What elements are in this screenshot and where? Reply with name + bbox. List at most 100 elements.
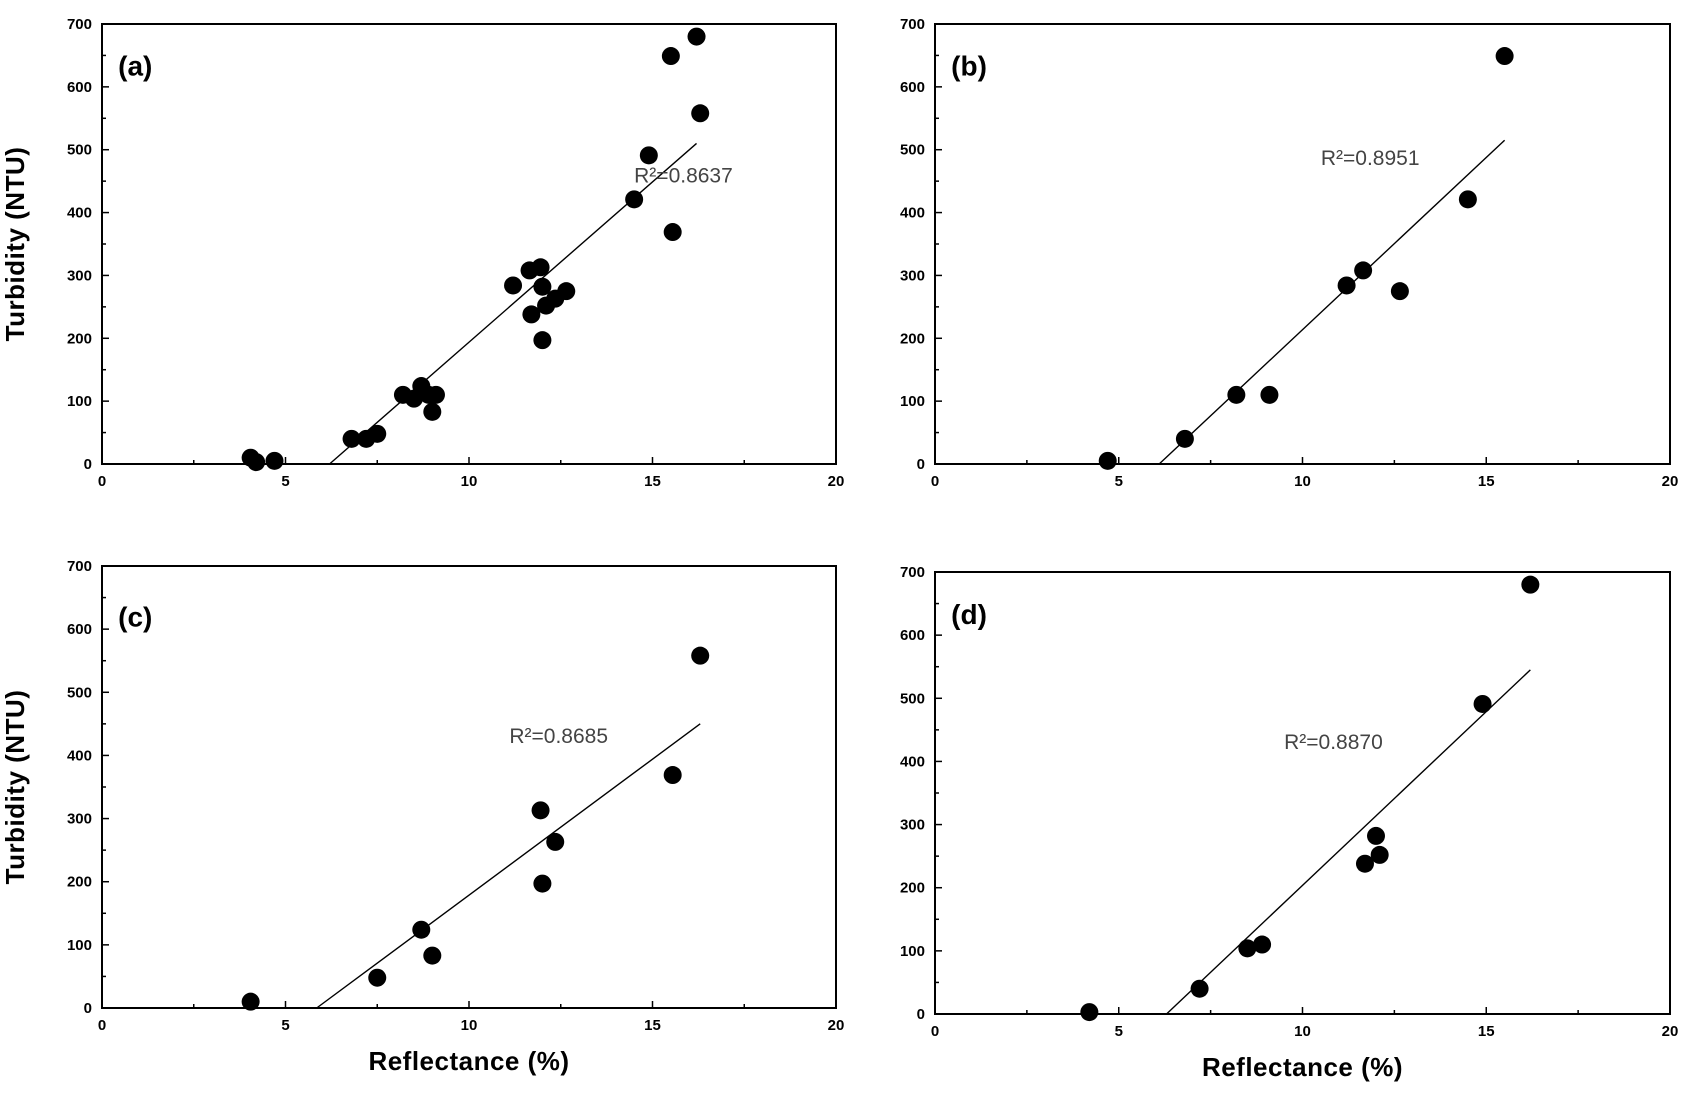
y-tick-label: 0 (917, 1006, 925, 1023)
data-point (661, 47, 680, 66)
y-tick-label: 700 (900, 16, 925, 33)
data-point (1458, 190, 1477, 209)
x-tick-label: 20 (828, 1017, 845, 1034)
data-point (247, 453, 266, 472)
x-tick-label: 5 (281, 473, 289, 490)
x-tick-label: 20 (1662, 1023, 1679, 1040)
x-tick-label: 20 (1662, 473, 1679, 490)
data-point (1238, 939, 1257, 958)
x-tick-label: 5 (1115, 1023, 1123, 1040)
data-point (1260, 385, 1279, 404)
data-point (426, 385, 445, 404)
data-point (1190, 979, 1209, 998)
plot-frame (101, 565, 837, 1009)
y-tick-label: 400 (900, 753, 925, 770)
data-point (1370, 845, 1389, 864)
y-tick-label: 700 (67, 16, 92, 33)
data-point (1390, 282, 1409, 301)
data-point (522, 305, 541, 324)
plot-frame (101, 23, 837, 465)
plot-frame (934, 571, 1671, 1015)
y-axis-title: Turbidity (NTU) (0, 147, 30, 342)
y-tick-label: 500 (900, 142, 925, 159)
y-tick-label: 0 (84, 1000, 92, 1017)
x-tick-label: 5 (281, 1017, 289, 1034)
data-point (1354, 261, 1373, 280)
regression-line (1166, 669, 1531, 1015)
data-point (533, 277, 552, 296)
data-point (1175, 429, 1194, 448)
panel-c: 0 5 10 15 200100200300400500600700Turbidity … (0, 558, 844, 1076)
data-point (531, 801, 550, 820)
data-point (1355, 854, 1374, 873)
data-point (531, 258, 550, 277)
y-axis-title: Turbidity (NTU) (0, 690, 30, 885)
regression-line (316, 723, 701, 1009)
r-squared-label: R²=0.8685 (509, 725, 608, 748)
data-point (663, 766, 682, 785)
x-tick-label: 10 (461, 1017, 478, 1034)
panel-a: 0 5 10 15 200100200300400500600700Turbidity … (0, 16, 844, 490)
data-point (687, 27, 706, 46)
y-tick-label: 300 (900, 817, 925, 834)
data-point (1227, 385, 1246, 404)
data-point (241, 992, 260, 1011)
regression-line (329, 142, 698, 465)
data-point (533, 331, 552, 350)
data-point (1337, 276, 1356, 295)
y-tick-label: 300 (900, 267, 925, 284)
data-point (368, 968, 387, 987)
x-tick-label: 20 (828, 473, 845, 490)
y-tick-label: 500 (900, 690, 925, 707)
y-tick-label: 200 (900, 880, 925, 897)
y-tick-label: 300 (67, 267, 92, 284)
x-tick-label: 10 (1294, 1023, 1311, 1040)
regression-line (1158, 139, 1506, 465)
y-tick-label: 500 (67, 142, 92, 159)
x-axis-title: Reflectance (%) (368, 1046, 569, 1076)
data-point (504, 276, 523, 295)
x-tick-label: 15 (644, 1017, 661, 1034)
data-point (639, 146, 658, 165)
data-point (691, 646, 710, 665)
x-tick-label: 5 (1115, 473, 1123, 490)
y-tick-label: 700 (900, 564, 925, 581)
data-point (663, 223, 682, 242)
data-point (1521, 575, 1540, 594)
y-tick-label: 0 (84, 456, 92, 473)
data-point (1098, 451, 1117, 470)
plot-frame (934, 23, 1671, 465)
panel-b: 0 5 10 15 200100200300400500600700(b)R²=0.89… (900, 16, 1678, 490)
panel-label: (d) (951, 599, 987, 630)
data-point (368, 424, 387, 443)
x-tick-label: 0 (931, 1023, 939, 1040)
data-point (1367, 826, 1385, 845)
y-tick-label: 600 (900, 79, 925, 96)
r-squared-label: R²=0.8637 (634, 164, 733, 187)
y-tick-label: 200 (67, 330, 92, 347)
x-tick-label: 0 (98, 1017, 106, 1034)
x-tick-label: 15 (1478, 473, 1495, 490)
y-tick-label: 400 (67, 747, 92, 764)
panel-label: (c) (118, 602, 152, 633)
y-tick-label: 400 (67, 205, 92, 222)
y-tick-label: 600 (67, 79, 92, 96)
data-point (412, 920, 431, 939)
y-tick-label: 700 (67, 558, 92, 575)
x-tick-label: 10 (1294, 473, 1311, 490)
data-point (1253, 935, 1272, 954)
data-point (557, 282, 576, 301)
y-tick-label: 100 (67, 937, 92, 954)
x-tick-label: 0 (98, 473, 106, 490)
data-point (533, 874, 552, 893)
y-tick-label: 600 (900, 627, 925, 644)
panel-label: (a) (118, 51, 152, 82)
y-tick-label: 100 (67, 393, 92, 410)
panel-label: (b) (951, 51, 987, 82)
r-squared-label: R²=0.8870 (1284, 731, 1383, 754)
y-tick-label: 100 (900, 393, 925, 410)
y-tick-label: 300 (67, 811, 92, 828)
panel-d: 0 5 10 15 200100200300400500600700Reflectanc… (900, 564, 1678, 1082)
data-point (423, 946, 442, 965)
